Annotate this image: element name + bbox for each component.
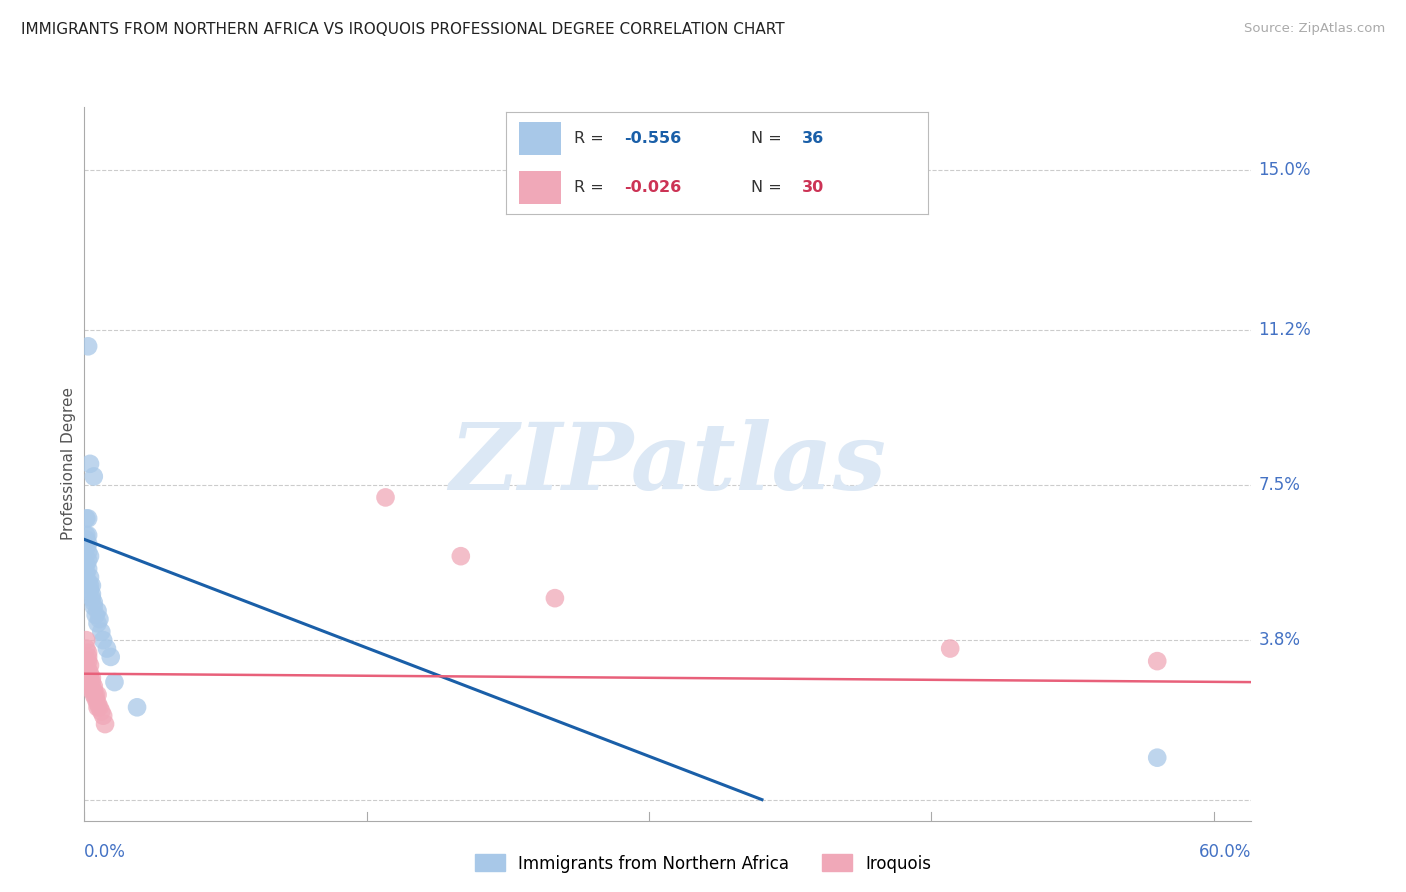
Point bbox=[80, 578, 103, 592]
Point bbox=[80, 587, 103, 601]
Bar bbox=[519, 171, 561, 204]
Point bbox=[103, 675, 125, 690]
Point bbox=[79, 549, 101, 564]
Point bbox=[84, 692, 107, 706]
Point bbox=[79, 679, 101, 693]
Point bbox=[939, 641, 962, 656]
Point bbox=[79, 457, 101, 471]
Point bbox=[75, 511, 97, 525]
Point bbox=[83, 599, 105, 614]
Point bbox=[89, 700, 111, 714]
Point bbox=[91, 708, 114, 723]
Point bbox=[75, 528, 97, 542]
Point bbox=[100, 649, 122, 664]
Point bbox=[79, 671, 101, 685]
Text: 15.0%: 15.0% bbox=[1258, 161, 1310, 179]
Point bbox=[77, 545, 100, 559]
Point bbox=[84, 607, 107, 622]
Point bbox=[79, 666, 101, 681]
Point bbox=[89, 612, 111, 626]
Point bbox=[90, 624, 112, 639]
Text: 36: 36 bbox=[801, 130, 824, 145]
Text: 60.0%: 60.0% bbox=[1199, 843, 1251, 861]
Point bbox=[83, 683, 105, 698]
Point bbox=[83, 679, 105, 693]
Point bbox=[86, 616, 108, 631]
Point bbox=[374, 491, 396, 505]
Point bbox=[79, 578, 101, 592]
Point bbox=[91, 633, 114, 648]
Text: IMMIGRANTS FROM NORTHERN AFRICA VS IROQUOIS PROFESSIONAL DEGREE CORRELATION CHAR: IMMIGRANTS FROM NORTHERN AFRICA VS IROQU… bbox=[21, 22, 785, 37]
Text: -0.026: -0.026 bbox=[624, 180, 682, 195]
Text: N =: N = bbox=[751, 180, 787, 195]
Point bbox=[80, 671, 103, 685]
Text: R =: R = bbox=[574, 130, 609, 145]
Point bbox=[77, 654, 100, 668]
Text: 11.2%: 11.2% bbox=[1258, 320, 1312, 339]
Point bbox=[77, 574, 100, 589]
Point bbox=[450, 549, 472, 564]
Point bbox=[77, 562, 100, 576]
Point bbox=[77, 511, 100, 525]
Point bbox=[83, 469, 105, 483]
Text: -0.556: -0.556 bbox=[624, 130, 682, 145]
Point bbox=[80, 675, 103, 690]
Point bbox=[75, 641, 97, 656]
Point bbox=[86, 700, 108, 714]
Point bbox=[84, 688, 107, 702]
Point bbox=[1146, 654, 1168, 668]
Point bbox=[77, 528, 100, 542]
Point bbox=[75, 533, 97, 547]
Text: N =: N = bbox=[751, 130, 787, 145]
Point bbox=[86, 688, 108, 702]
Text: 0.0%: 0.0% bbox=[84, 843, 127, 861]
Text: Source: ZipAtlas.com: Source: ZipAtlas.com bbox=[1244, 22, 1385, 36]
Text: ZIPatlas: ZIPatlas bbox=[450, 419, 886, 508]
Point bbox=[544, 591, 567, 606]
Point bbox=[75, 566, 97, 580]
Point bbox=[79, 582, 101, 597]
Point bbox=[80, 683, 103, 698]
Text: R =: R = bbox=[574, 180, 609, 195]
Point bbox=[77, 663, 100, 677]
Point bbox=[77, 536, 100, 550]
Point bbox=[83, 595, 105, 609]
Point bbox=[83, 688, 105, 702]
Text: 3.8%: 3.8% bbox=[1258, 632, 1301, 649]
Point bbox=[1146, 750, 1168, 764]
Point bbox=[77, 646, 100, 660]
Point bbox=[80, 591, 103, 606]
Point bbox=[96, 641, 118, 656]
Point bbox=[79, 658, 101, 673]
Point bbox=[90, 705, 112, 719]
Point bbox=[75, 541, 97, 555]
Point bbox=[86, 604, 108, 618]
Point bbox=[125, 700, 148, 714]
Text: 30: 30 bbox=[801, 180, 824, 195]
Point bbox=[77, 649, 100, 664]
Point bbox=[75, 558, 97, 572]
Point bbox=[86, 696, 108, 710]
Text: 7.5%: 7.5% bbox=[1258, 475, 1301, 494]
Point bbox=[75, 633, 97, 648]
Bar bbox=[519, 122, 561, 154]
Point bbox=[94, 717, 117, 731]
Y-axis label: Professional Degree: Professional Degree bbox=[60, 387, 76, 541]
Point bbox=[77, 339, 100, 353]
Legend: Immigrants from Northern Africa, Iroquois: Immigrants from Northern Africa, Iroquoi… bbox=[468, 847, 938, 880]
Point bbox=[77, 553, 100, 567]
Point bbox=[79, 570, 101, 584]
